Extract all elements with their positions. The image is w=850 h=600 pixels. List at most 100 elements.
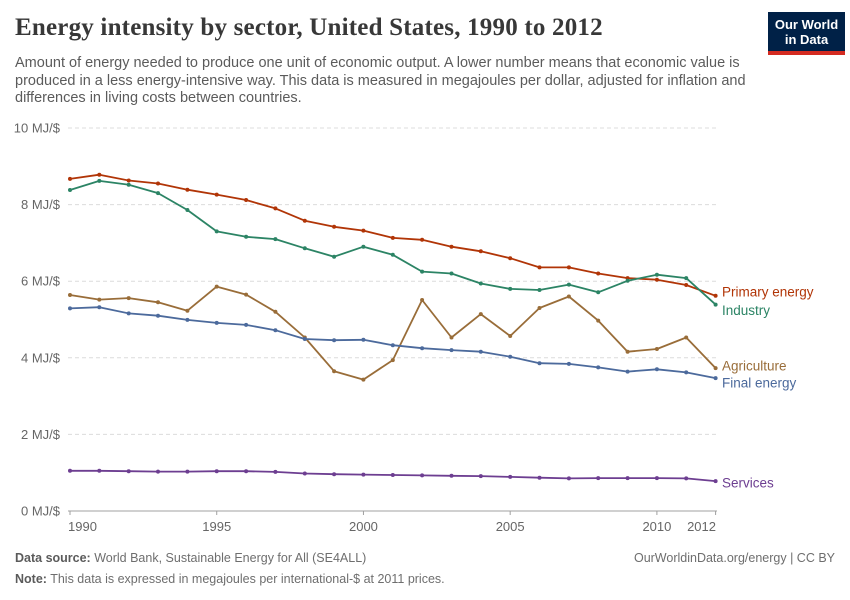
data-point-services[interactable] [273,469,278,474]
owid-logo[interactable]: Our World in Data [768,12,845,55]
data-point-final-energy[interactable] [684,370,689,375]
series-line-primary-energy[interactable] [69,173,717,297]
data-point-industry[interactable] [390,252,395,257]
data-point-services[interactable] [390,473,395,477]
data-point-services[interactable] [713,479,718,484]
data-point-industry[interactable] [420,269,425,274]
data-point-agriculture[interactable] [156,300,160,305]
data-point-agriculture[interactable] [332,369,337,374]
data-point-industry[interactable] [713,302,718,307]
data-point-final-energy[interactable] [537,361,542,366]
data-point-primary-energy[interactable] [214,192,219,197]
data-point-primary-energy[interactable] [478,249,483,254]
data-point-final-energy[interactable] [156,313,160,318]
data-point-agriculture[interactable] [713,366,718,371]
data-point-primary-energy[interactable] [156,181,160,186]
data-point-services[interactable] [478,474,483,479]
data-point-primary-energy[interactable] [566,265,571,270]
series-label-industry[interactable]: Industry [722,303,770,318]
data-point-services[interactable] [566,476,571,481]
data-point-final-energy[interactable] [126,311,131,316]
data-point-primary-energy[interactable] [596,271,601,276]
data-point-primary-energy[interactable] [537,265,542,270]
data-point-industry[interactable] [185,208,190,212]
data-point-final-energy[interactable] [244,322,249,327]
data-point-agriculture[interactable] [214,284,219,289]
data-point-primary-energy[interactable] [68,176,72,181]
data-point-services[interactable] [625,476,630,481]
data-point-primary-energy[interactable] [420,237,425,242]
data-point-industry[interactable] [302,246,307,251]
data-point-final-energy[interactable] [185,317,190,322]
data-point-agriculture[interactable] [684,335,689,340]
data-point-primary-energy[interactable] [713,293,718,298]
data-point-primary-energy[interactable] [332,224,337,229]
data-point-services[interactable] [97,468,102,473]
data-point-industry[interactable] [156,191,160,196]
data-point-final-energy[interactable] [713,376,718,381]
data-point-agriculture[interactable] [654,347,659,351]
data-point-agriculture[interactable] [244,292,249,297]
data-point-final-energy[interactable] [508,354,513,359]
data-point-services[interactable] [68,468,72,473]
data-point-industry[interactable] [654,272,659,277]
data-point-industry[interactable] [449,271,454,276]
data-point-primary-energy[interactable] [654,277,659,282]
data-point-final-energy[interactable] [420,346,425,351]
data-point-final-energy[interactable] [625,369,630,374]
data-point-primary-energy[interactable] [126,178,131,183]
data-point-agriculture[interactable] [68,293,72,297]
data-point-final-energy[interactable] [654,367,659,372]
data-point-industry[interactable] [566,282,571,287]
data-point-industry[interactable] [214,229,219,234]
data-point-final-energy[interactable] [332,338,337,343]
data-point-industry[interactable] [596,290,601,295]
data-point-agriculture[interactable] [361,377,366,382]
data-point-industry[interactable] [332,254,337,259]
data-point-agriculture[interactable] [273,309,278,314]
data-point-industry[interactable] [537,288,542,292]
data-point-primary-energy[interactable] [508,256,513,261]
data-point-primary-energy[interactable] [273,206,278,211]
data-point-final-energy[interactable] [68,306,72,311]
data-point-final-energy[interactable] [478,349,483,354]
data-point-services[interactable] [508,474,513,479]
data-point-services[interactable] [332,472,337,477]
data-point-industry[interactable] [684,276,689,281]
data-point-primary-energy[interactable] [97,172,102,177]
owid-link[interactable]: OurWorldinData.org/energy [633,551,787,565]
data-point-services[interactable] [214,469,219,474]
data-point-services[interactable] [449,473,454,478]
data-point-industry[interactable] [361,244,366,249]
series-line-industry[interactable] [69,180,717,306]
data-point-final-energy[interactable] [566,361,571,366]
data-point-agriculture[interactable] [596,318,601,323]
data-point-industry[interactable] [625,278,630,283]
series-label-final-energy[interactable]: Final energy [722,376,797,391]
data-point-primary-energy[interactable] [185,187,190,192]
data-point-primary-energy[interactable] [244,198,249,202]
data-point-final-energy[interactable] [214,320,219,325]
data-point-primary-energy[interactable] [684,283,689,287]
data-point-agriculture[interactable] [97,297,102,302]
data-point-final-energy[interactable] [449,348,454,353]
data-point-services[interactable] [361,472,366,477]
data-point-industry[interactable] [273,237,278,242]
data-point-primary-energy[interactable] [302,218,307,223]
data-point-services[interactable] [244,469,249,474]
data-point-agriculture[interactable] [185,308,190,313]
data-point-services[interactable] [420,473,425,478]
data-point-final-energy[interactable] [273,328,278,333]
data-point-agriculture[interactable] [478,312,483,317]
data-point-agriculture[interactable] [625,349,630,354]
data-point-agriculture[interactable] [566,294,571,299]
data-point-services[interactable] [302,471,307,476]
data-point-services[interactable] [596,476,601,481]
series-label-services[interactable]: Services [722,476,774,491]
data-point-industry[interactable] [508,286,513,291]
data-point-industry[interactable] [97,178,102,183]
series-label-agriculture[interactable]: Agriculture [722,359,787,374]
data-point-primary-energy[interactable] [361,228,366,233]
data-point-agriculture[interactable] [508,334,513,338]
data-point-agriculture[interactable] [420,298,425,302]
